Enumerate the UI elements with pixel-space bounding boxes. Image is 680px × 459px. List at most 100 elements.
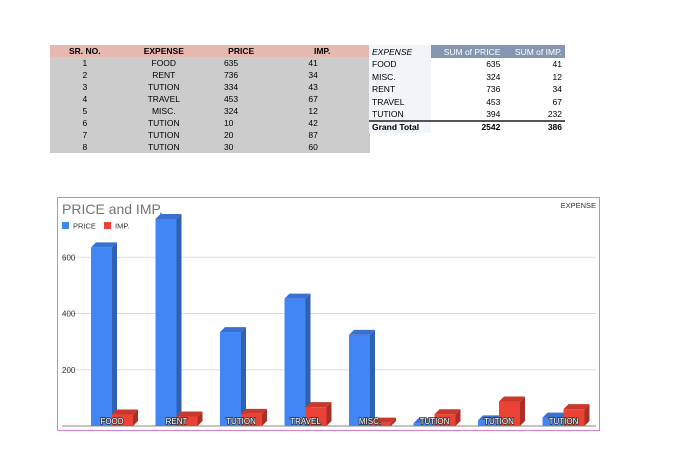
pivot-cell-sum-price[interactable]: 453 [486,96,501,107]
bar-imp[interactable] [241,408,267,426]
bar-price-front [220,332,241,426]
pivot-cell-sum-imp[interactable]: 232 [547,108,562,119]
legend-label-price[interactable]: PRICE [73,222,96,231]
pivot-grand-total-label[interactable]: Grand Total [369,119,431,133]
pivot-cell-expense[interactable]: FOOD [369,58,431,71]
bar-imp[interactable] [563,404,590,426]
pivot-header-sum-price[interactable]: SUM of PRICE [430,45,504,58]
cell-imp[interactable]: 34 [274,69,370,81]
cell-sr-no[interactable]: 2 [50,69,120,81]
cell-price[interactable]: 453 [207,93,275,105]
cell-imp[interactable]: 42 [274,117,370,129]
pivot-cell-expense[interactable]: MISC. [369,70,431,83]
bar-imp-top [305,402,332,408]
cell-sr-no[interactable]: 5 [50,105,120,117]
bar-imp[interactable] [370,417,396,426]
cell-expense[interactable]: TUTION [119,117,208,129]
pivot-cell-sum-imp[interactable]: 34 [552,84,562,95]
chart-y-ticks: 200 400 600 [62,253,76,375]
bar-price[interactable] [91,242,117,426]
legend-label-imp[interactable]: IMP. [115,222,129,231]
cell-imp[interactable]: 43 [274,81,370,93]
bar-price-side [305,293,311,426]
pivot-cell-sum-price[interactable]: 635 [486,59,501,70]
table-row: 6 TUTION 10 42 [50,117,370,129]
chart-svg: 200 400 600 FOOD RENT TUTION TRAVEL MISC. TUTIO… [62,201,596,427]
cell-price[interactable]: 635 [207,57,275,69]
cell-expense[interactable]: FOOD [119,57,208,69]
header-price[interactable]: PRICE [207,45,275,57]
cell-expense[interactable]: RENT [119,69,208,81]
cell-sr-no[interactable]: 4 [50,93,120,105]
pivot-row: TRAVEL 453 67 [369,95,565,108]
bar-imp-front [305,407,327,426]
bar-price-top [349,329,375,335]
pivot-cell-sum-imp[interactable]: 41 [552,59,562,70]
cell-expense[interactable]: TUTION [119,141,208,153]
pivot-cell-sum-imp[interactable]: 67 [552,96,562,107]
bar-imp[interactable] [434,409,461,426]
pivot-grand-total-imp[interactable]: 386 [503,119,565,133]
bar-imp-top [176,411,203,417]
pivot-cell-expense[interactable]: TRAVEL [369,95,431,108]
header-imp[interactable]: IMP. [274,45,370,57]
cell-price[interactable]: 324 [207,105,275,117]
cell-imp[interactable]: 60 [274,141,370,153]
pivot-row: RENT 736 34 [369,83,565,96]
bar-price-side [112,242,117,426]
cell-sr-no[interactable]: 3 [50,81,120,93]
bar-price[interactable] [220,327,246,426]
bar-price-top [220,327,246,333]
cell-sr-no[interactable]: 8 [50,141,120,153]
header-sr-no[interactable]: SR. NO. [50,45,120,57]
bar-imp[interactable] [112,409,138,426]
pivot-cell-sum-price[interactable]: 324 [486,71,501,82]
pivot-cell-expense[interactable]: TUTION [369,108,431,121]
bar-imp[interactable] [305,402,332,426]
pivot-cell-expense[interactable]: RENT [369,83,431,96]
cell-expense[interactable]: TUTION [119,129,208,141]
cell-price[interactable]: 30 [207,141,275,153]
cell-price[interactable]: 10 [207,117,275,129]
bar-imp[interactable] [499,396,525,426]
x-category-label: TUTION [420,417,450,426]
cell-imp[interactable]: 87 [274,129,370,141]
cell-price[interactable]: 20 [207,129,275,141]
header-expense[interactable]: EXPENSE [119,45,208,57]
bar-imp-top [563,404,590,410]
bar-price[interactable] [155,214,182,426]
bar-imp[interactable] [176,411,203,426]
x-category-label: FOOD [100,417,123,426]
table-row: 7 TUTION 20 87 [50,129,370,141]
cell-expense[interactable]: MISC. [119,105,208,117]
pivot-grand-total-price[interactable]: 2542 [430,119,504,133]
expense-table: SR. NO. EXPENSE PRICE IMP. 1 FOOD 635 41… [50,45,370,153]
cell-price[interactable]: 736 [207,69,275,81]
cell-sr-no[interactable]: 6 [50,117,120,129]
cell-imp[interactable]: 12 [274,105,370,117]
cell-expense[interactable]: TRAVEL [119,93,208,105]
pivot-cell-sum-price[interactable]: 736 [486,84,501,95]
pivot-cell-sum-price[interactable]: 394 [486,108,501,119]
pivot-header-sum-imp[interactable]: SUM of IMP. [503,45,565,58]
bar-price[interactable] [349,329,375,426]
cell-sr-no[interactable]: 1 [50,57,120,69]
bar-price[interactable] [284,293,311,426]
cell-imp[interactable]: 67 [274,93,370,105]
cell-imp[interactable]: 41 [274,57,370,69]
bar-imp-top [499,396,525,402]
cell-expense[interactable]: TUTION [119,81,208,93]
cell-sr-no[interactable]: 7 [50,129,120,141]
chart-legend: PRICE IMP. [62,222,129,231]
pivot-header-expense[interactable]: EXPENSE [369,45,431,58]
bar-price-side [241,327,246,426]
x-category-label: TUTION [484,417,514,426]
x-category-label: TRAVEL [290,417,321,426]
table-row: 1 FOOD 635 41 [50,57,370,69]
bar-price-side [370,329,375,426]
chart-container[interactable]: 200 400 600 FOOD RENT TUTION TRAVEL MISC. TUTIO… [57,197,600,431]
cell-price[interactable]: 334 [207,81,275,93]
bar-price-side [176,214,182,426]
pivot-cell-sum-imp[interactable]: 12 [552,71,562,82]
bar-imp-side [262,408,267,426]
